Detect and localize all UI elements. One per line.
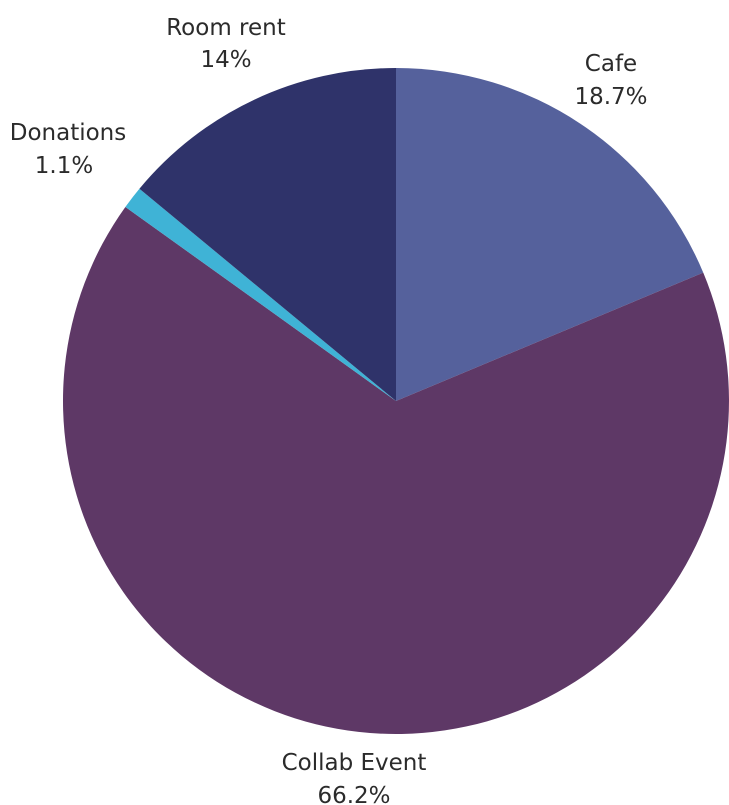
slice-value-collab-event: 66.2% [317, 783, 390, 805]
slice-value-room-rent: 14% [200, 47, 251, 73]
slice-label-room-rent: Room rent [166, 15, 286, 41]
pie-slice-room-rent [139, 68, 397, 401]
slice-label-cafe: Cafe [585, 51, 637, 77]
slice-label-collab-event: Collab Event [282, 750, 427, 776]
pie-slices [62, 68, 729, 734]
slice-value-donations: 1.1% [35, 153, 93, 179]
pie-slice-collab-event [62, 206, 729, 734]
slice-label-donations: Donations [10, 120, 127, 146]
pie-slice-donations [125, 188, 397, 401]
pie-labels: Cafe 18.7% Collab Event 66.2% Donations … [10, 15, 648, 805]
pie-slice-cafe [396, 68, 704, 401]
slice-value-cafe: 18.7% [574, 84, 647, 110]
